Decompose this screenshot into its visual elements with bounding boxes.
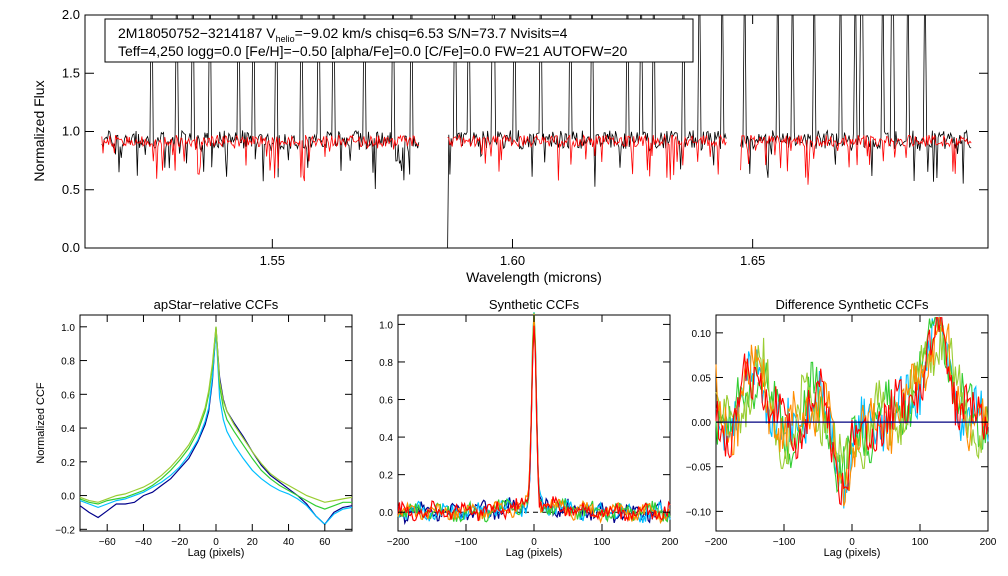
- apstar-ccf-ytick-label: −0.2: [55, 525, 75, 536]
- difference-ccf-ytick-label: 0.05: [692, 373, 712, 384]
- apstar-ccf-ylabel: Normalized CCF: [35, 382, 47, 464]
- synthetic-ccf-ytick-label: 0.0: [379, 508, 393, 519]
- synthetic-ccf-ytick-label: 0.4: [379, 433, 393, 444]
- spectrum-ytick-label: 1.0: [62, 124, 80, 139]
- apstar-ccf-xtick-label: −60: [99, 537, 116, 548]
- visit-4-synthetic-ccf-line: [397, 313, 671, 525]
- spectrum-xtick-label: 1.55: [260, 253, 285, 268]
- model-spectrum-line: [740, 134, 972, 185]
- apstar-ccf-ytick-label: 0.2: [61, 458, 75, 469]
- spectrum-xtick-label: 1.65: [740, 253, 765, 268]
- visit-3-apstar-ccf-line: [79, 326, 352, 510]
- synthetic-ccf-ytick-label: 1.0: [379, 320, 393, 331]
- spectrum-ytick-label: 1.5: [62, 65, 80, 80]
- apstar-ccf-title: apStar−relative CCFs: [154, 297, 279, 312]
- synthetic-ccf-panel: −200 −100 0 100 200 0.0 0.2 0.4 0.6 0.8 1.0 Synthe…: [379, 297, 679, 559]
- apstar-ccf-xtick-label: 40: [283, 537, 295, 548]
- synthetic-ccf-ytick-label: 0.2: [379, 471, 393, 482]
- visit-5-synthetic-ccf-line: [397, 325, 671, 523]
- spectrum-xlabel: Wavelength (microns): [466, 269, 602, 285]
- synthetic-ccf-frame: [397, 314, 671, 532]
- difference-ccf-axes: −200 −100 0 100 200 −0.10 −0.05 0.00 0.05 0.10: [686, 315, 997, 548]
- info-line-2: Teff=4,250 logg=0.0 [Fe/H]=−0.50 [alpha/…: [118, 43, 627, 59]
- synthetic-ccf-xlabel: Lag (pixels): [506, 547, 563, 559]
- difference-ccf-ytick-label: 0.00: [692, 418, 712, 429]
- apstar-ccf-ytick-label: 0.4: [61, 424, 75, 435]
- apstar-ccf-xlabel: Lag (pixels): [188, 547, 245, 559]
- apstar-ccf-ytick-label: 0.8: [61, 357, 75, 368]
- difference-ccf-xtick-label: 0: [849, 537, 855, 548]
- apstar-ccf-xtick-label: 20: [247, 537, 259, 548]
- difference-ccf-xlabel: Lag (pixels): [824, 547, 881, 559]
- difference-ccf-ytick-label: −0.10: [686, 507, 712, 518]
- visit-2-synthetic-ccf-line: [397, 312, 671, 524]
- visit-3-difference-ccf-line: [715, 326, 989, 470]
- difference-ccf-xtick-label: −100: [773, 537, 796, 548]
- info-star-id: 2M18050752−3214187 V: [118, 25, 276, 41]
- spectrum-ytick-label: 0.5: [62, 182, 80, 197]
- info-stats: =−9.02 km/s chisq=6.53 S/N=73.7 Nvisits=…: [295, 25, 568, 41]
- difference-ccf-xtick-label: −200: [705, 537, 728, 548]
- visit-3-synthetic-ccf-line: [397, 312, 671, 523]
- visit-1-synthetic-ccf-line: [397, 317, 671, 526]
- apstar-ccf-xtick-label: 0: [213, 537, 219, 548]
- spectrum-panel: 1.55 1.60 1.65 0.0 0.5 1.0 1.5 2.0 2M18050752−3…: [31, 7, 989, 285]
- apstar-ccf-xtick-label: −20: [171, 537, 188, 548]
- synthetic-ccf-xtick-label: 200: [662, 537, 679, 548]
- spectrum-ytick-label: 2.0: [62, 7, 80, 22]
- synthetic-ccf-xtick-label: −200: [387, 537, 410, 548]
- apstar-ccf-ytick-label: 1.0: [61, 323, 75, 334]
- apstar-ccf-xtick-label: 60: [319, 537, 331, 548]
- difference-ccf-panel: −200 −100 0 100 200 −0.10 −0.05 0.00 0.05 0.10 Di…: [686, 297, 997, 559]
- visit-5-difference-ccf-line: [715, 317, 989, 506]
- visit-1-difference-ccf-line: [715, 315, 989, 509]
- difference-ccf-title: Difference Synthetic CCFs: [776, 297, 929, 312]
- difference-ccf-ytick-label: 0.10: [692, 329, 712, 340]
- observed-spectrum-line: [447, 14, 727, 249]
- model-spectrum-line: [447, 133, 727, 181]
- synthetic-ccf-axes: −200 −100 0 100 200 0.0 0.2 0.4 0.6 0.8 1.0: [379, 315, 679, 548]
- observed-spectrum-line: [101, 14, 420, 190]
- spectrum-marks: [101, 14, 972, 249]
- difference-ccf-ytick-label: −0.05: [686, 463, 712, 474]
- difference-ccf-xtick-label: 200: [980, 537, 997, 548]
- synthetic-ccf-ytick-label: 0.8: [379, 358, 393, 369]
- info-line-1: 2M18050752−3214187 Vhelio=−9.02 km/s chi…: [118, 25, 568, 44]
- apstar-ccf-marks: [79, 326, 353, 526]
- difference-ccf-marks: [715, 315, 989, 509]
- spectrum-ylabel: Normalized Flux: [31, 80, 47, 181]
- apstar-ccf-xtick-label: −40: [135, 537, 152, 548]
- synthetic-ccf-xtick-label: 100: [594, 537, 611, 548]
- apstar-ccf-ytick-label: 0.6: [61, 390, 75, 401]
- model-spectrum-line: [101, 134, 419, 182]
- synthetic-ccf-xtick-label: 0: [531, 537, 537, 548]
- synthetic-ccf-marks: [397, 312, 671, 526]
- observed-spectrum-line: [740, 14, 972, 184]
- spectrum-ytick-label: 0.0: [62, 240, 80, 255]
- info-box: [104, 18, 694, 63]
- apstar-ccf-panel: −60 −40 −20 0 20 40 60 −0.2 0.0 0.2 0.4 0.6 0.8 1.0 a…: [35, 297, 353, 559]
- info-vhelio-subscript: helio: [276, 34, 295, 44]
- synthetic-ccf-title: Synthetic CCFs: [489, 297, 580, 312]
- apstar-ccf-axes: −60 −40 −20 0 20 40 60 −0.2 0.0 0.2 0.4 0.6 0.8 1.0: [55, 315, 352, 548]
- synthetic-ccf-xtick-label: −100: [455, 537, 478, 548]
- synthetic-ccf-ytick-label: 0.6: [379, 396, 393, 407]
- visit-4-apstar-ccf-line: [79, 326, 353, 503]
- spectrum-xtick-label: 1.60: [500, 253, 525, 268]
- difference-ccf-xtick-label: 100: [912, 537, 929, 548]
- apstar-ccf-ytick-label: 0.0: [61, 492, 75, 503]
